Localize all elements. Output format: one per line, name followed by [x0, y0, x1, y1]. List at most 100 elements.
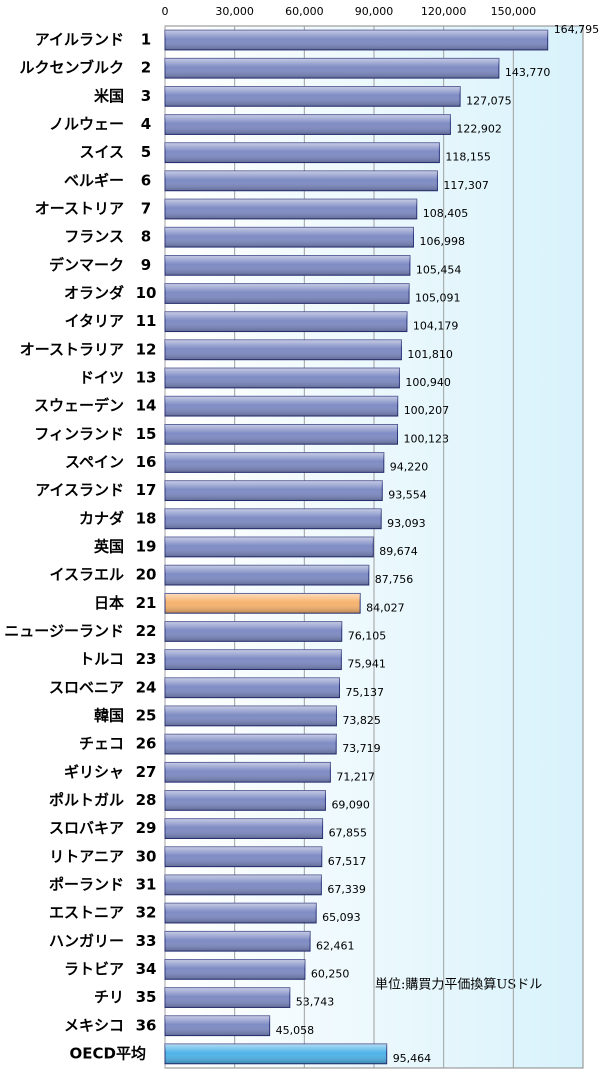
rank-label: 32 [136, 904, 157, 922]
bar-shine [165, 987, 290, 1008]
category-label: スペイン [65, 453, 124, 471]
bar-shine [165, 931, 311, 952]
x-tick-label: 90,000 [355, 5, 394, 18]
bar-shine [165, 959, 305, 980]
bar-shine [165, 86, 461, 107]
value-label: 62,461 [316, 939, 355, 952]
value-label: 93,554 [388, 489, 427, 502]
bar-shine [165, 565, 369, 586]
bar-shine [165, 480, 383, 501]
category-label: スロベニア [49, 678, 124, 696]
value-label: 69,090 [331, 798, 370, 811]
rank-label: 20 [136, 566, 157, 584]
value-label: 75,941 [347, 658, 386, 671]
value-label: 100,207 [404, 404, 450, 417]
x-tick-label: 0 [162, 5, 169, 18]
rank-label: 27 [136, 763, 157, 781]
rank-label: 3 [141, 87, 151, 105]
bar-shine [165, 790, 326, 811]
rank-label: 5 [141, 143, 151, 161]
rank-label: 10 [136, 284, 157, 302]
value-label: 101,810 [407, 348, 453, 361]
category-label: オーストラリア [20, 340, 124, 358]
value-label: 127,075 [466, 94, 512, 107]
value-label: 164,795 [554, 23, 600, 36]
bar-shine [165, 677, 340, 698]
bar-shine [165, 1044, 387, 1064]
value-label: 75,137 [345, 686, 384, 699]
value-label: 67,517 [328, 855, 367, 868]
category-label: ポーランド [49, 875, 124, 893]
bar-shine [165, 762, 331, 783]
rank-label: 12 [136, 340, 157, 358]
category-label: スロバキア [49, 819, 124, 837]
value-label: 76,105 [348, 629, 387, 642]
value-label: 100,123 [404, 432, 450, 445]
bar-shine [165, 818, 323, 839]
value-label: 104,179 [413, 320, 459, 333]
value-label: 89,674 [379, 545, 418, 558]
bar-shine [165, 58, 499, 79]
bar-shine [165, 114, 451, 135]
category-label: 韓国 [94, 706, 124, 724]
category-label: フィンランド [34, 425, 124, 443]
value-label: 73,719 [342, 742, 381, 755]
category-label: イスラエル [49, 566, 124, 584]
category-label: ポルトガル [49, 791, 124, 809]
bar-shine [165, 30, 548, 50]
bar-shine [165, 199, 417, 219]
bar-shine [165, 340, 402, 360]
rank-label: 14 [136, 397, 157, 415]
rank-label: 25 [136, 706, 157, 724]
category-label: OECD平均 [70, 1044, 146, 1062]
x-tick-label: 120,000 [421, 5, 467, 18]
category-label: ベルギー [64, 171, 124, 189]
rank-label: 2 [141, 59, 151, 77]
category-label: ルクセンブルク [19, 59, 124, 77]
rank-label: 17 [136, 481, 157, 499]
category-label: ノルウェー [49, 115, 124, 133]
value-label: 84,027 [366, 601, 405, 614]
value-label: 65,093 [322, 911, 361, 924]
bar-shine [165, 537, 374, 557]
rank-label: 8 [141, 228, 151, 246]
bar-shine [165, 283, 410, 304]
bar-shine [165, 903, 317, 923]
category-label: ギリシャ [64, 763, 124, 781]
category-label: スイス [79, 143, 124, 161]
category-label: オランダ [64, 284, 124, 302]
x-tick-label: 150,000 [491, 5, 537, 18]
category-label: オーストリア [35, 200, 124, 218]
category-label: メキシコ [64, 1016, 124, 1034]
rank-label: 1 [141, 31, 151, 49]
bar-shine [165, 424, 398, 445]
category-label: アイルランド [35, 31, 124, 49]
category-label: ニュージーランド [4, 622, 124, 640]
bar-shine [165, 846, 322, 867]
value-label: 60,250 [311, 967, 350, 980]
bar-shine [165, 368, 400, 388]
unit-note: 単位:購買力平価換算USドル [375, 977, 542, 993]
value-label: 67,339 [327, 883, 366, 896]
rank-label: 28 [136, 791, 157, 809]
category-label: チリ [94, 988, 124, 1006]
rank-label: 33 [136, 932, 157, 950]
bar-shine [165, 142, 440, 163]
rank-label: 29 [136, 819, 157, 837]
rank-label: 13 [136, 369, 157, 387]
category-label: 英国 [94, 538, 124, 556]
rank-label: 6 [141, 171, 151, 189]
value-label: 108,405 [423, 207, 469, 220]
rank-label: 26 [136, 735, 157, 753]
rank-label: 16 [136, 453, 157, 471]
rank-label: 21 [136, 594, 157, 612]
value-label: 93,093 [387, 517, 426, 530]
bar-shine [165, 396, 398, 417]
rank-label: 22 [136, 622, 157, 640]
value-label: 95,464 [393, 1052, 432, 1065]
category-label: トルコ [79, 650, 124, 668]
rank-label: 30 [136, 847, 157, 865]
value-label: 67,855 [329, 827, 368, 840]
